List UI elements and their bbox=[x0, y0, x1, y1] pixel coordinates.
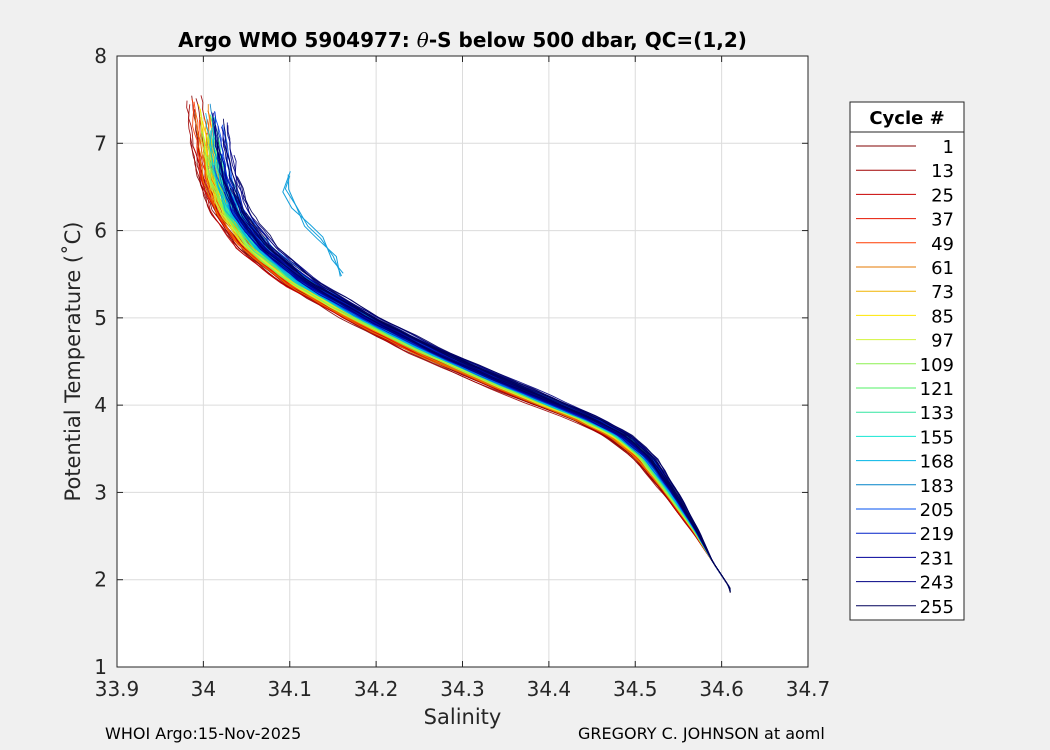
profile-line-cycle-255 bbox=[216, 142, 729, 586]
chart-title: Argo WMO 5904977: θ-S below 500 dbar, QC… bbox=[178, 28, 747, 52]
anomaly-profile-line bbox=[284, 175, 342, 277]
legend-label-1: 1 bbox=[943, 137, 954, 158]
y-tick-label: 8 bbox=[94, 44, 107, 68]
profile-line-cycle-97 bbox=[202, 151, 729, 586]
legend-label-37: 37 bbox=[931, 210, 954, 231]
anomaly-profile-line bbox=[282, 171, 344, 274]
x-tick-label: 34.3 bbox=[440, 677, 485, 701]
legend-label-133: 133 bbox=[920, 403, 954, 424]
x-tick-label: 34.1 bbox=[267, 677, 312, 701]
x-tick-label: 33.9 bbox=[95, 677, 140, 701]
profile-line-cycle-255 bbox=[236, 176, 731, 589]
y-tick-label: 3 bbox=[94, 480, 107, 504]
legend-label-219: 219 bbox=[920, 524, 954, 545]
legend-label-121: 121 bbox=[920, 379, 954, 400]
footer-left-credit: WHOI Argo:15-Nov-2025 bbox=[105, 724, 302, 743]
legend-label-25: 25 bbox=[931, 185, 954, 206]
x-axis-label: Salinity bbox=[424, 705, 502, 729]
y-tick-label: 1 bbox=[94, 655, 107, 679]
legend-label-85: 85 bbox=[931, 306, 954, 327]
profile-line-cycle-255 bbox=[222, 118, 730, 587]
x-tick-label: 34.4 bbox=[527, 677, 572, 701]
anomaly-profile-line bbox=[287, 174, 341, 277]
legend-label-97: 97 bbox=[931, 331, 954, 352]
legend-label-168: 168 bbox=[920, 452, 954, 473]
y-axis-label: Potential Temperature (˚C) bbox=[61, 222, 85, 502]
x-tick-label: 34.5 bbox=[613, 677, 658, 701]
legend-label-49: 49 bbox=[931, 234, 954, 255]
y-tick-label: 4 bbox=[94, 393, 107, 417]
legend-label-61: 61 bbox=[931, 258, 954, 279]
plot-area: 33.9 34 34.1 34.2 34.3 34.4 34.5 34.6 34.7123456… bbox=[61, 28, 830, 729]
legend-label-109: 109 bbox=[920, 355, 954, 376]
y-tick-label: 7 bbox=[94, 131, 107, 155]
y-tick-label: 6 bbox=[94, 219, 107, 243]
legend-label-243: 243 bbox=[920, 573, 954, 594]
x-tick-label: 34.2 bbox=[354, 677, 399, 701]
profile-line-cycle-109 bbox=[201, 131, 728, 584]
profile-lines bbox=[186, 95, 731, 593]
legend-title: Cycle # bbox=[869, 108, 944, 129]
legend-label-231: 231 bbox=[920, 548, 954, 569]
x-tick-label: 34 bbox=[191, 677, 216, 701]
legend-label-183: 183 bbox=[920, 476, 954, 497]
y-tick-label: 5 bbox=[94, 306, 107, 330]
footer-right-credit: GREGORY C. JOHNSON at aoml bbox=[578, 724, 825, 743]
x-tick-label: 34.6 bbox=[699, 677, 744, 701]
legend: Cycle # 1 13 25 37 49 61 73 85 97 109 121 133 155 168 1… bbox=[849, 101, 965, 621]
x-tick-label: 34.7 bbox=[786, 677, 831, 701]
legend-label-205: 205 bbox=[920, 500, 954, 521]
legend-label-13: 13 bbox=[931, 161, 954, 182]
legend-label-73: 73 bbox=[931, 282, 954, 303]
legend-label-155: 155 bbox=[920, 427, 954, 448]
y-tick-label: 2 bbox=[94, 568, 107, 592]
legend-label-255: 255 bbox=[920, 597, 954, 618]
profile-line-cycle-168 bbox=[216, 181, 731, 589]
